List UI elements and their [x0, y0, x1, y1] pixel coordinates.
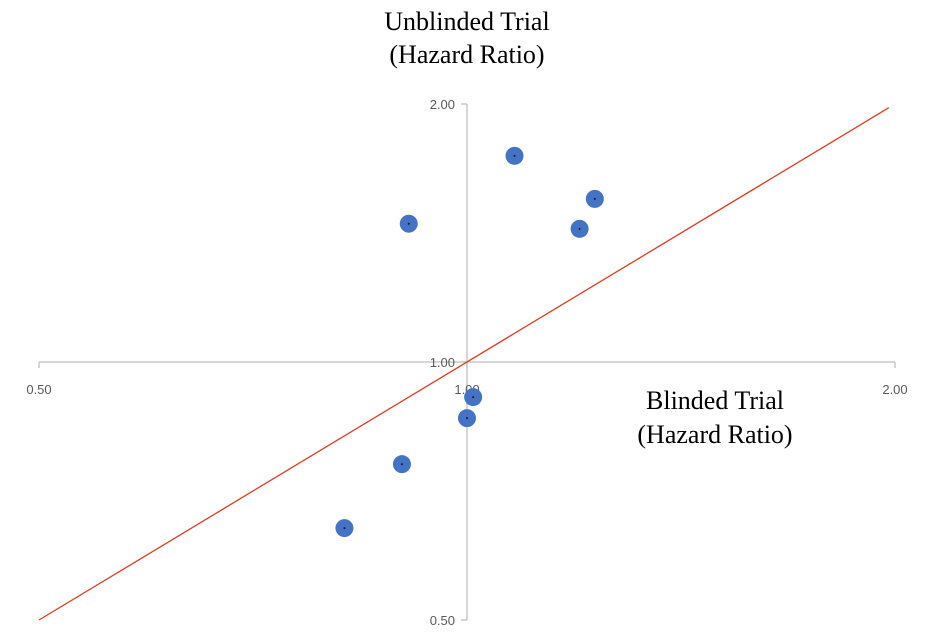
data-point-center [400, 463, 403, 466]
data-point-center [578, 227, 581, 230]
x-tick-label: 2.00 [882, 382, 907, 397]
x-tick-label: 0.50 [26, 382, 51, 397]
x-axis-title-unit: (Hazard Ratio) [637, 420, 792, 449]
y-axis-title-unit: (Hazard Ratio) [389, 40, 544, 69]
data-point-center [466, 417, 468, 420]
data-points [335, 146, 604, 538]
data-point-center [593, 197, 596, 200]
y-tick-label: 0.50 [430, 613, 455, 628]
y-axis-title: Unblinded Trial [384, 7, 549, 36]
data-point-center [343, 527, 346, 530]
y-tick-label: 2.00 [430, 97, 455, 112]
data-point-center [407, 222, 410, 225]
y-tick-label: 1.00 [430, 355, 455, 370]
x-axis-ticks [38, 362, 896, 368]
line-of-equality [38, 107, 890, 621]
x-axis-title: Blinded Trial [646, 386, 784, 415]
data-point-center [513, 154, 516, 157]
data-point-center [472, 396, 475, 399]
